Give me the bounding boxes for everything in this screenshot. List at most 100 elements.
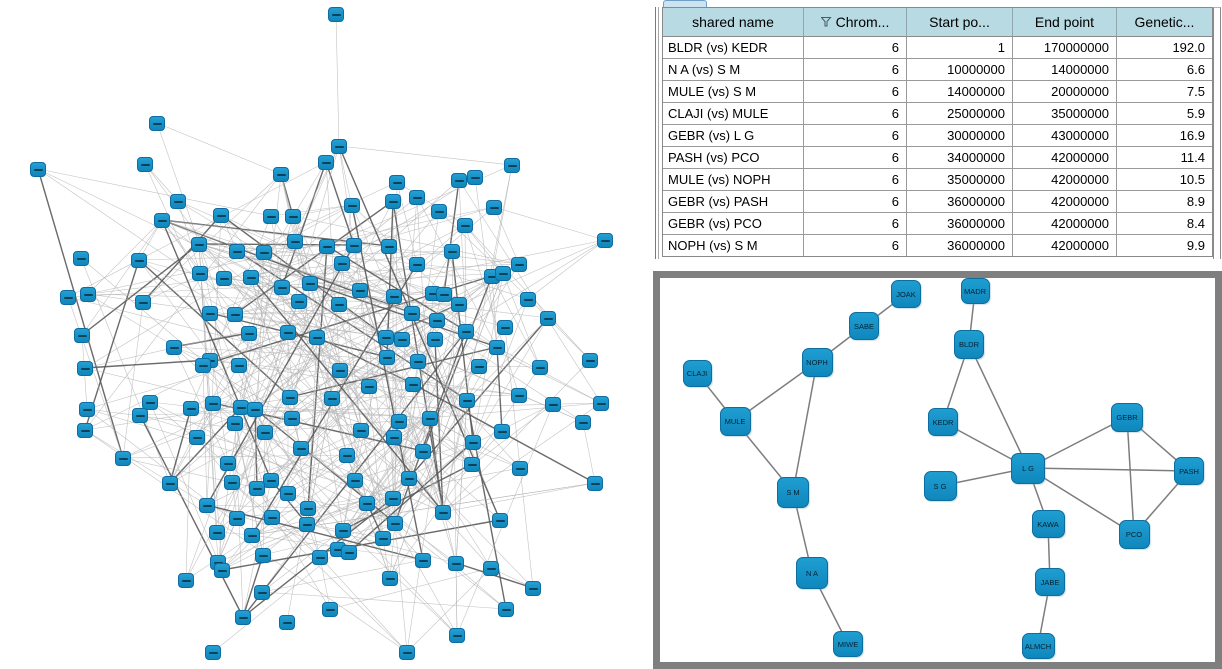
network-node[interactable] bbox=[199, 498, 215, 513]
network-node[interactable] bbox=[457, 218, 473, 233]
network-node[interactable] bbox=[386, 430, 402, 445]
network-node[interactable] bbox=[319, 239, 335, 254]
network-node[interactable] bbox=[504, 158, 520, 173]
network-node[interactable] bbox=[459, 393, 475, 408]
network-node[interactable] bbox=[291, 294, 307, 309]
network-node[interactable] bbox=[227, 416, 243, 431]
network-node[interactable] bbox=[379, 350, 395, 365]
network-node[interactable] bbox=[525, 581, 541, 596]
network-node-kedr[interactable]: KEDR bbox=[928, 408, 958, 436]
network-node[interactable] bbox=[170, 194, 186, 209]
network-node[interactable] bbox=[389, 175, 405, 190]
network-node[interactable] bbox=[465, 435, 481, 450]
network-node[interactable] bbox=[401, 471, 417, 486]
network-node[interactable] bbox=[287, 234, 303, 249]
table-row[interactable]: CLAJI (vs) MULE 6 25000000 35000000 5.9 bbox=[663, 103, 1212, 125]
network-node[interactable] bbox=[464, 457, 480, 472]
network-node[interactable] bbox=[346, 238, 362, 253]
column-header-genetic[interactable]: Genetic... bbox=[1117, 8, 1212, 37]
network-node[interactable] bbox=[532, 360, 548, 375]
network-node[interactable] bbox=[495, 266, 511, 281]
network-node[interactable] bbox=[274, 280, 290, 295]
network-node[interactable] bbox=[451, 297, 467, 312]
network-node[interactable] bbox=[436, 287, 452, 302]
network-node[interactable] bbox=[486, 200, 502, 215]
column-header-end-point[interactable]: End point bbox=[1013, 8, 1117, 37]
network-node[interactable] bbox=[60, 290, 76, 305]
network-node[interactable] bbox=[227, 307, 243, 322]
network-node[interactable] bbox=[467, 170, 483, 185]
network-node[interactable] bbox=[257, 425, 273, 440]
network-node[interactable] bbox=[575, 415, 591, 430]
network-node[interactable] bbox=[347, 473, 363, 488]
network-node-n-a[interactable]: N A bbox=[796, 557, 828, 589]
network-node[interactable] bbox=[593, 396, 609, 411]
network-node-claji[interactable]: CLAJI bbox=[682, 359, 712, 387]
network-node[interactable] bbox=[341, 545, 357, 560]
column-header-chrom[interactable]: Chrom... bbox=[804, 8, 907, 37]
network-node[interactable] bbox=[183, 401, 199, 416]
network-node[interactable] bbox=[80, 287, 96, 302]
network-node[interactable] bbox=[512, 461, 528, 476]
table-row[interactable]: PASH (vs) PCO 6 34000000 42000000 11.4 bbox=[663, 147, 1212, 169]
network-node[interactable] bbox=[224, 475, 240, 490]
network-node[interactable] bbox=[178, 573, 194, 588]
network-node[interactable] bbox=[431, 204, 447, 219]
network-node[interactable] bbox=[213, 208, 229, 223]
table-corner-tab[interactable] bbox=[663, 0, 707, 7]
table-row[interactable]: N A (vs) S M 6 10000000 14000000 6.6 bbox=[663, 59, 1212, 81]
network-node[interactable] bbox=[382, 571, 398, 586]
network-node[interactable] bbox=[312, 550, 328, 565]
network-node-kawa[interactable]: KAWA bbox=[1031, 510, 1065, 538]
network-node[interactable] bbox=[511, 388, 527, 403]
network-node[interactable] bbox=[137, 157, 153, 172]
network-node[interactable] bbox=[375, 531, 391, 546]
table-row[interactable]: GEBR (vs) L G 6 30000000 43000000 16.9 bbox=[663, 125, 1212, 147]
network-node[interactable] bbox=[254, 585, 270, 600]
network-node[interactable] bbox=[162, 476, 178, 491]
network-node[interactable] bbox=[318, 155, 334, 170]
network-node-l-g[interactable]: L G bbox=[1011, 452, 1045, 484]
network-node[interactable] bbox=[399, 645, 415, 660]
network-node[interactable] bbox=[280, 486, 296, 501]
network-node[interactable] bbox=[415, 553, 431, 568]
network-node[interactable] bbox=[216, 271, 232, 286]
network-node[interactable] bbox=[449, 628, 465, 643]
network-node[interactable] bbox=[214, 563, 230, 578]
network-node[interactable] bbox=[520, 292, 536, 307]
table-scrollbar-track[interactable] bbox=[1213, 7, 1221, 259]
network-node[interactable] bbox=[353, 423, 369, 438]
network-node-pash[interactable]: PASH bbox=[1174, 457, 1204, 485]
network-node[interactable] bbox=[489, 340, 505, 355]
network-node[interactable] bbox=[192, 266, 208, 281]
table-row[interactable]: MULE (vs) NOPH 6 35000000 42000000 10.5 bbox=[663, 169, 1212, 191]
network-node[interactable] bbox=[334, 256, 350, 271]
network-node[interactable] bbox=[220, 456, 236, 471]
network-node-mule[interactable]: MULE bbox=[719, 406, 751, 436]
network-node[interactable] bbox=[335, 523, 351, 538]
network-node[interactable] bbox=[243, 270, 259, 285]
network-node[interactable] bbox=[279, 615, 295, 630]
network-node[interactable] bbox=[415, 444, 431, 459]
network-node[interactable] bbox=[385, 194, 401, 209]
network-node[interactable] bbox=[309, 330, 325, 345]
network-node[interactable] bbox=[328, 7, 344, 22]
overview-network-canvas[interactable] bbox=[0, 0, 652, 669]
table-row[interactable]: GEBR (vs) PASH 6 36000000 42000000 8.9 bbox=[663, 191, 1212, 213]
network-node-s-g[interactable]: S G bbox=[923, 471, 957, 501]
network-node[interactable] bbox=[233, 400, 249, 415]
network-node[interactable] bbox=[77, 361, 93, 376]
network-node[interactable] bbox=[387, 516, 403, 531]
network-node[interactable] bbox=[386, 289, 402, 304]
filtered-network-panel[interactable]: JOAK SABE NOPH CLAJI MULE S M N A MIWE MADR BLDR K… bbox=[653, 271, 1222, 669]
network-node[interactable] bbox=[77, 423, 93, 438]
network-node[interactable] bbox=[331, 297, 347, 312]
network-node[interactable] bbox=[409, 190, 425, 205]
network-node[interactable] bbox=[280, 325, 296, 340]
network-node[interactable] bbox=[166, 340, 182, 355]
network-node[interactable] bbox=[344, 198, 360, 213]
network-node-jabe[interactable]: JABE bbox=[1035, 568, 1065, 596]
network-node[interactable] bbox=[282, 390, 298, 405]
network-node[interactable] bbox=[497, 320, 513, 335]
network-node[interactable] bbox=[448, 556, 464, 571]
